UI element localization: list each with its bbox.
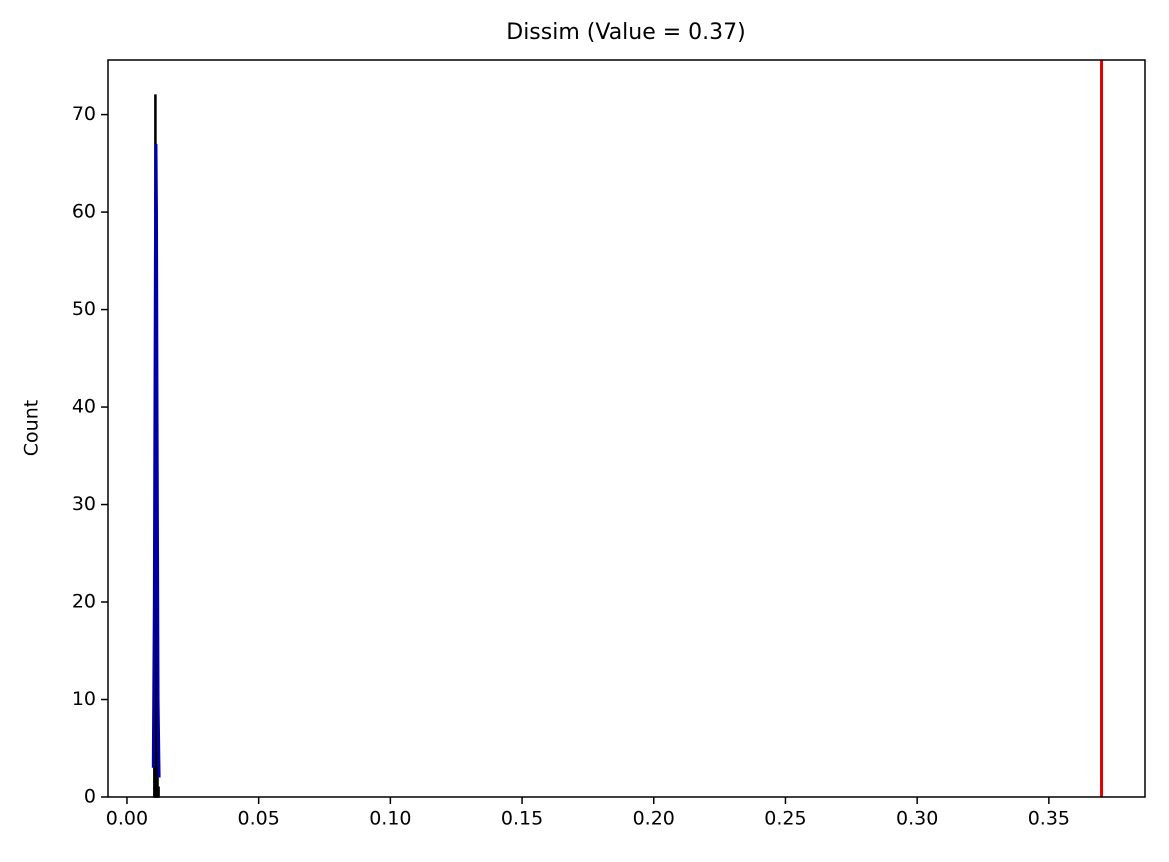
y-axis-label: Count (21, 400, 43, 456)
y-tick-label: 60 (72, 201, 96, 223)
y-tick-label: 50 (72, 298, 96, 320)
x-tick-label: 0.30 (896, 808, 938, 830)
x-tick-label: 0.35 (1028, 808, 1070, 830)
x-tick-label: 0.20 (633, 808, 675, 830)
plot-frame (107, 59, 1146, 798)
kde-line (151, 143, 161, 778)
x-tick-label: 0.15 (501, 808, 543, 830)
histogram-bar (157, 786, 160, 798)
x-tick-label: 0.10 (369, 808, 411, 830)
chart-title: Dissim (Value = 0.37) (506, 20, 746, 45)
y-tick-label: 40 (72, 396, 96, 418)
y-tick-label: 30 (72, 493, 96, 515)
x-tick-label: 0.00 (106, 808, 148, 830)
y-tick-label: 10 (72, 688, 96, 710)
x-tick-label: 0.25 (764, 808, 806, 830)
y-tick-label: 20 (72, 591, 96, 613)
y-tick-label: 0 (84, 786, 96, 808)
y-tick-label: 70 (72, 103, 96, 125)
x-tick-label: 0.05 (238, 808, 280, 830)
